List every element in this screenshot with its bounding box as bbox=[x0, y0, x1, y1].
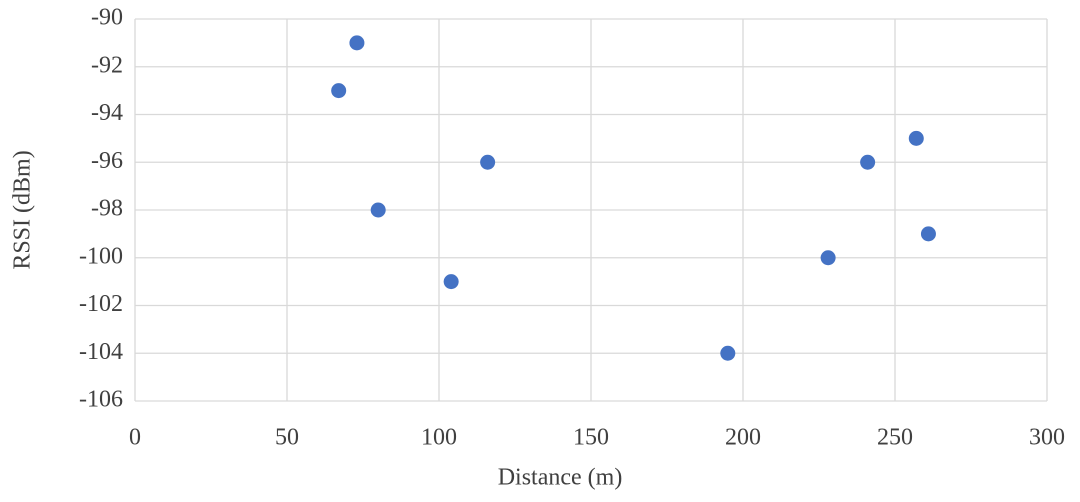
x-tick-label: 150 bbox=[573, 425, 609, 451]
y-tick-label: -92 bbox=[91, 52, 123, 78]
point bbox=[920, 226, 936, 242]
x-tick-label: 50 bbox=[275, 425, 299, 451]
y-tick-label: -102 bbox=[79, 291, 123, 317]
y-tick-label: -94 bbox=[91, 100, 123, 126]
point bbox=[349, 35, 365, 51]
point bbox=[443, 274, 459, 290]
point bbox=[331, 83, 347, 99]
point bbox=[860, 154, 876, 170]
x-axis-label: Distance (m) bbox=[498, 465, 623, 491]
x-tick-label: 300 bbox=[1029, 425, 1065, 451]
point bbox=[820, 250, 836, 266]
point bbox=[370, 202, 386, 218]
x-tick-label: 250 bbox=[877, 425, 913, 451]
x-tick-label: 200 bbox=[725, 425, 761, 451]
point bbox=[720, 345, 736, 361]
y-axis-label: RSSI (dBm) bbox=[10, 150, 36, 269]
y-tick-label: -98 bbox=[91, 196, 123, 222]
point bbox=[908, 130, 924, 146]
x-tick-label: 100 bbox=[421, 425, 457, 451]
y-tick-label: -96 bbox=[91, 148, 123, 174]
y-tick-label: -104 bbox=[79, 339, 123, 365]
y-tick-label: -106 bbox=[79, 387, 123, 413]
point bbox=[480, 154, 496, 170]
y-tick-label: -90 bbox=[91, 5, 123, 31]
x-tick-label: 0 bbox=[129, 425, 141, 451]
y-tick-label: -100 bbox=[79, 243, 123, 269]
